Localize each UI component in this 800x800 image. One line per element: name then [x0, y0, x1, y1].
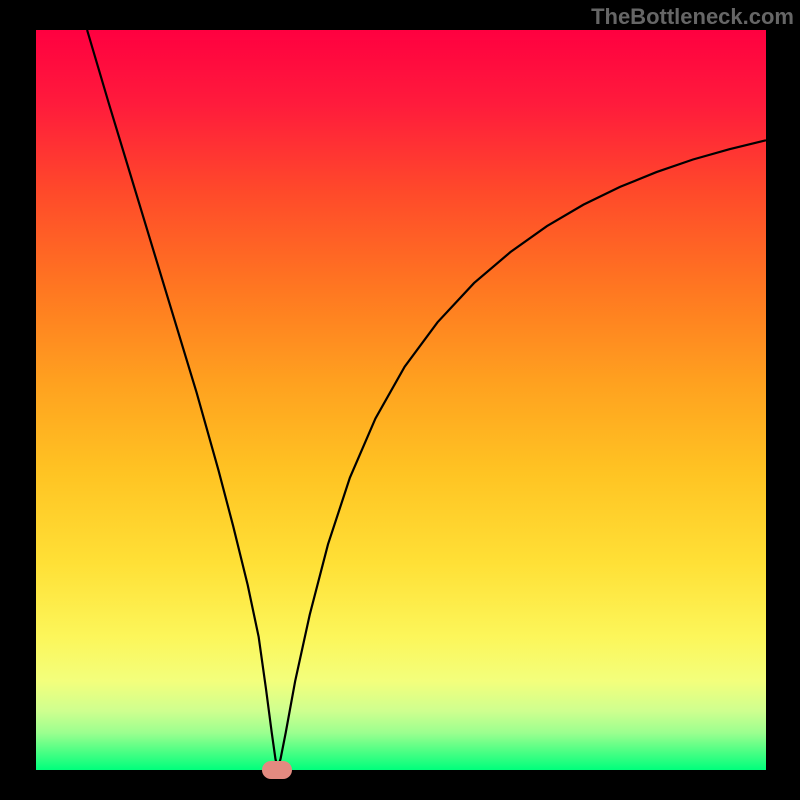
curve-layer — [36, 30, 766, 770]
plot-area — [36, 30, 766, 770]
watermark-text: TheBottleneck.com — [591, 4, 794, 30]
chart-container: TheBottleneck.com — [0, 0, 800, 800]
bottleneck-curve — [87, 30, 766, 768]
min-marker — [262, 761, 292, 779]
